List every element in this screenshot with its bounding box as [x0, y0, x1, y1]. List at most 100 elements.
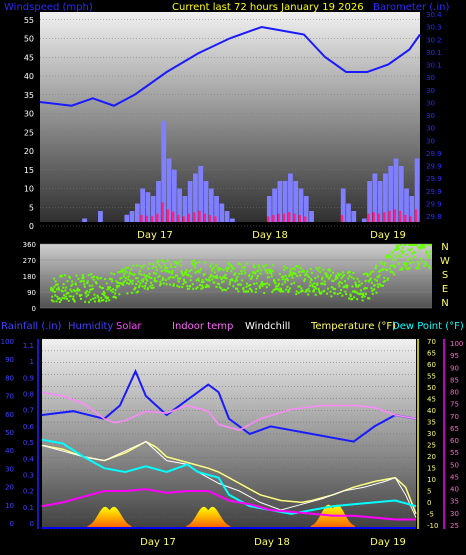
- direction-dot: [185, 268, 188, 271]
- direction-dot: [322, 268, 325, 271]
- direction-dot: [145, 282, 147, 285]
- dewpoint-tick-label: 85: [450, 376, 459, 384]
- direction-dot: [134, 277, 137, 280]
- direction-dot: [419, 257, 422, 260]
- direction-dot: [235, 277, 238, 280]
- direction-dot: [276, 287, 279, 290]
- direction-dot: [261, 280, 264, 283]
- wind-bar: [303, 196, 309, 222]
- dir-tick-label: 0: [32, 305, 36, 313]
- wind-bar: [198, 166, 204, 222]
- direction-dot: [74, 290, 77, 293]
- direction-dot: [97, 296, 100, 299]
- direction-dot: [266, 282, 269, 285]
- direction-dot: [142, 278, 145, 281]
- direction-dot: [287, 290, 290, 293]
- direction-dot: [326, 287, 329, 290]
- direction-dot: [94, 296, 97, 299]
- direction-dot: [351, 290, 354, 293]
- direction-dot: [277, 284, 280, 287]
- temp-tick-label: 70: [427, 338, 436, 346]
- direction-dot: [92, 278, 95, 281]
- direction-dot: [72, 295, 75, 298]
- humidity-tick-label: 1.1: [23, 342, 34, 350]
- wind-tick-label: 15: [24, 166, 34, 175]
- direction-dot: [164, 266, 167, 269]
- direction-dot: [391, 258, 394, 261]
- direction-dot: [239, 263, 242, 266]
- direction-dot: [382, 280, 385, 283]
- direction-dot: [313, 282, 316, 285]
- direction-dot: [65, 286, 68, 289]
- direction-dot: [92, 297, 95, 300]
- direction-dot: [405, 253, 408, 256]
- direction-dot: [404, 244, 407, 246]
- direction-dot: [159, 280, 162, 283]
- direction-dot: [374, 278, 377, 281]
- direction-dot: [385, 256, 388, 259]
- direction-dot: [136, 290, 139, 293]
- baro-tick-label: 30.3: [426, 24, 442, 32]
- direction-dot: [234, 272, 237, 275]
- direction-dot: [390, 270, 393, 273]
- direction-dot: [243, 269, 246, 272]
- direction-dot: [411, 252, 414, 255]
- direction-dot: [358, 280, 361, 283]
- direction-dot: [321, 278, 324, 281]
- direction-dot: [416, 260, 419, 263]
- direction-dot: [182, 273, 185, 276]
- direction-dot: [60, 275, 63, 278]
- direction-dot: [54, 294, 57, 297]
- direction-dot: [221, 289, 224, 292]
- direction-dot: [58, 288, 61, 291]
- direction-dot: [154, 266, 157, 269]
- direction-dot: [118, 293, 121, 296]
- direction-dot: [209, 275, 212, 278]
- direction-dot: [177, 280, 180, 283]
- direction-dot: [405, 264, 408, 267]
- direction-dot: [284, 274, 287, 277]
- direction-dot: [96, 276, 99, 279]
- direction-dot: [370, 287, 373, 290]
- direction-dot: [150, 276, 153, 279]
- wind-bar: [351, 211, 357, 222]
- direction-dot: [429, 250, 432, 253]
- direction-dot: [366, 272, 369, 275]
- direction-dot: [124, 266, 127, 269]
- direction-dot: [140, 273, 143, 276]
- direction-dot: [242, 286, 245, 289]
- direction-dot: [150, 287, 153, 290]
- gust-bar: [193, 212, 196, 222]
- wind-bar: [219, 203, 225, 222]
- direction-dot: [98, 285, 101, 288]
- direction-dot: [264, 264, 267, 267]
- direction-dot: [130, 272, 133, 275]
- direction-dot: [394, 259, 397, 262]
- direction-dot: [72, 289, 75, 292]
- direction-dot: [354, 281, 357, 284]
- rain-tick-label: 0: [10, 520, 14, 528]
- windspeed-axis-title: Windspeed (mph): [4, 2, 93, 13]
- direction-dot: [257, 264, 260, 267]
- direction-dot: [381, 268, 384, 271]
- direction-dot: [179, 277, 182, 280]
- direction-dot: [54, 280, 57, 283]
- dewpoint-tick-label: 25: [450, 522, 459, 530]
- direction-dot: [375, 291, 378, 294]
- direction-dot: [331, 286, 334, 289]
- direction-dot: [208, 279, 211, 282]
- direction-dot: [158, 263, 161, 266]
- direction-dot: [93, 293, 96, 296]
- direction-dot: [55, 288, 58, 291]
- direction-dot: [240, 272, 243, 275]
- wind-tick-label: 30: [24, 110, 34, 119]
- barometer-line: [39, 25, 421, 107]
- direction-dot: [127, 275, 130, 278]
- temp-tick-label: 15: [427, 465, 436, 473]
- baro-tick-label: 30.2: [426, 36, 442, 44]
- direction-dot: [337, 272, 340, 275]
- direction-dot: [185, 273, 188, 276]
- direction-dot: [101, 287, 104, 290]
- direction-dot: [339, 291, 342, 294]
- direction-dot: [119, 282, 122, 285]
